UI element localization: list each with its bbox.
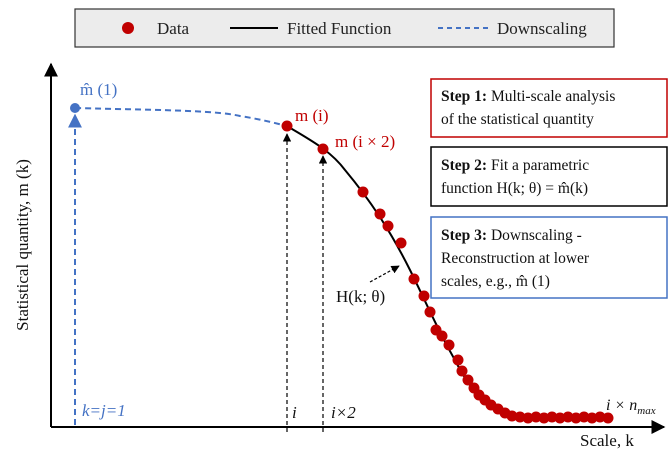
legend-fit-label: Fitted Function — [287, 19, 392, 38]
downscaling-curve — [74, 107, 288, 127]
step-1-line1: Step 1: Multi-scale analysis — [441, 88, 615, 105]
data-point — [382, 220, 394, 232]
data-point — [602, 412, 614, 424]
label-fit-function: H(k; θ) — [336, 287, 385, 306]
step-3-text: Downscaling - — [487, 227, 582, 244]
data-point — [418, 290, 430, 302]
legend-box — [74, 8, 615, 48]
label-m-i: m (i) — [295, 106, 329, 125]
step-2-line2: function H(k; θ) = m̂(k) — [441, 180, 588, 197]
data-point — [395, 237, 407, 249]
data-point — [456, 365, 468, 377]
data-points — [281, 120, 614, 424]
data-point — [570, 412, 582, 424]
x-axis-label: Scale, k — [580, 431, 634, 450]
axes — [44, 62, 666, 434]
data-point — [424, 306, 436, 318]
step-1-border — [430, 78, 668, 138]
label-m-i2: m (i × 2) — [335, 132, 395, 151]
step-3-line2: Reconstruction at lower — [441, 250, 590, 267]
x-tick-i2: i×2 — [331, 403, 356, 422]
data-point-m-i — [281, 120, 293, 132]
data-point — [443, 339, 455, 351]
step-3-line1: Step 3: Downscaling - — [441, 227, 582, 244]
x-label-origin: k=j=1 — [82, 401, 126, 420]
x-max-sub: max — [637, 405, 655, 417]
label-m-hat-1: m̂ (1) — [80, 80, 117, 99]
legend-data-marker — [122, 22, 134, 34]
data-point — [578, 411, 590, 423]
legend: Data Fitted Function Downscaling — [74, 8, 615, 48]
data-point — [462, 374, 474, 386]
step-1-box: Step 1: Multi-scale analysis of the stat… — [430, 78, 668, 138]
data-point — [554, 412, 566, 424]
step-2-bold: Step 2: — [441, 157, 487, 174]
data-point — [562, 411, 574, 423]
data-point — [436, 330, 448, 342]
fit-pointer-arrow — [369, 265, 400, 283]
data-point — [452, 354, 464, 366]
y-axis-label: Statistical quantity, m (k) — [13, 159, 32, 331]
data-point — [530, 411, 542, 423]
step-2-border — [430, 146, 668, 207]
data-point — [357, 186, 369, 198]
x-tick-i: i — [292, 403, 297, 422]
legend-downscale-label: Downscaling — [497, 19, 587, 38]
data-point — [522, 412, 534, 424]
step-2-box: Step 2: Fit a parametric function H(k; θ… — [430, 146, 668, 207]
step-1-text: Multi-scale analysis — [487, 88, 615, 105]
x-max-main: i × n — [606, 397, 637, 414]
step-1-line2: of the statistical quantity — [441, 111, 594, 128]
downscaled-point-m-hat-1 — [70, 103, 80, 113]
legend-data-label: Data — [157, 19, 190, 38]
data-point — [514, 411, 526, 423]
data-point — [586, 412, 598, 424]
data-point — [538, 412, 550, 424]
data-point — [506, 410, 518, 422]
step-3-box: Step 3: Downscaling - Reconstruction at … — [430, 216, 668, 299]
data-point — [594, 411, 606, 423]
step-3-line3: scales, e.g., m̂ (1) — [441, 273, 550, 290]
step-1-bold: Step 1: — [441, 88, 487, 105]
x-max-label: i × nmax — [606, 397, 656, 417]
step-3-border — [430, 216, 668, 299]
data-point — [546, 411, 558, 423]
step-3-bold: Step 3: — [441, 227, 487, 244]
data-point-m-i2 — [317, 143, 329, 155]
step-2-text: Fit a parametric — [487, 157, 589, 174]
data-point — [374, 208, 386, 220]
step-2-line1: Step 2: Fit a parametric — [441, 157, 589, 174]
data-point — [408, 273, 420, 285]
